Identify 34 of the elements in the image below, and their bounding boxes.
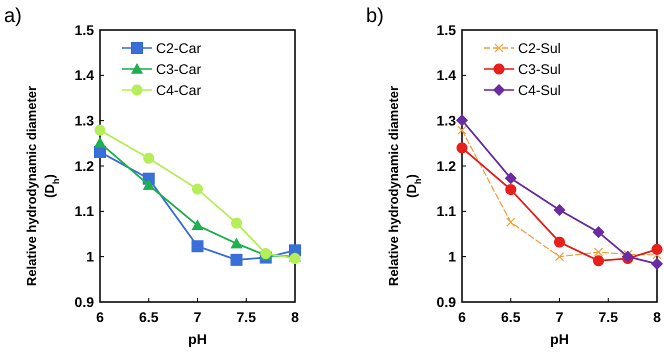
y-tick-label: 1 [448,248,456,265]
x-tick-label: 6 [96,309,104,325]
y-tick-label: 1.5 [436,22,456,38]
x-tick-label: 6 [458,309,466,325]
y-tick-label: 1.3 [436,112,456,129]
legend-label: C2-Sul [518,40,561,56]
legend-label: C4-Car [156,82,202,98]
y-tick-label: 1.4 [436,67,456,84]
y-tick-label: 0.9 [74,294,94,310]
y-tick-label: 1.2 [436,158,456,174]
legend-label: C4-Sul [518,82,561,98]
y-tick-label: 1.4 [74,67,94,84]
x-tick-label: 7 [556,309,564,325]
x-tick-label: 8 [653,309,662,325]
x-tick-label: 7.5 [236,309,256,325]
y-tick-label: 0.9 [436,294,456,310]
x-tick-label: 7.5 [598,309,618,325]
text: a) [4,5,22,27]
y-tick-label: 1.2 [74,158,94,174]
x-tick-label: 8 [291,309,300,325]
y-tick-label: 1.5 [74,22,94,38]
legend-label: C3-Sul [518,60,561,77]
legend-label: C3-Car [156,60,202,77]
x-tick-label: 6.5 [139,309,159,325]
x-tick-label: 6.5 [501,309,521,325]
y-tick-label: 1.1 [74,203,94,220]
x-axis-title: pH [188,331,207,347]
y-tick-label: 1.1 [436,203,456,220]
text: b) [366,5,384,27]
y-tick-label: 1.3 [74,112,94,129]
y-tick-label: 1 [86,248,94,265]
x-tick-label: 7 [194,309,202,325]
x-axis-title: pH [550,331,569,347]
legend-label: C2-Car [156,40,202,56]
